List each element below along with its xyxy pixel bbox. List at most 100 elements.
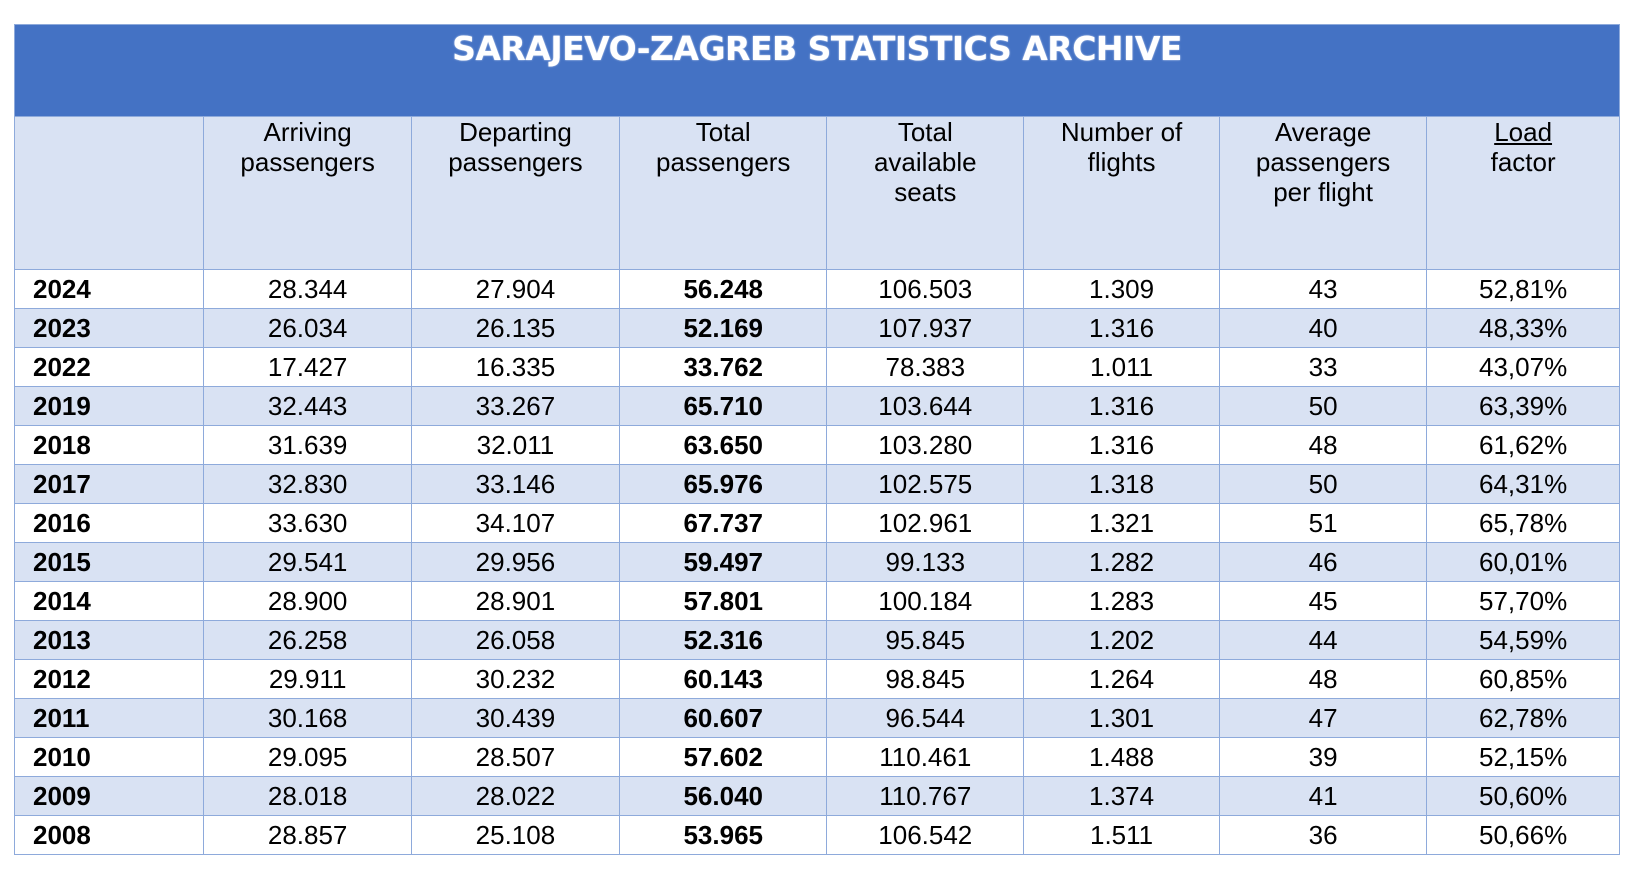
cell-load-factor: 64,31% <box>1426 464 1620 504</box>
cell-departing: 26.058 <box>410 620 621 660</box>
cell-total-passengers: 56.248 <box>619 269 828 309</box>
cell-avg-per-flight: 41 <box>1218 776 1428 816</box>
table-row: 2013 26.258 26.058 52.316 95.845 1.202 44 54,59… <box>13 620 1620 660</box>
cell-load-factor: 43,07% <box>1426 347 1620 387</box>
cell-departing: 33.146 <box>410 464 621 504</box>
table-row: 2017 32.830 33.146 65.976 102.575 1.318 50 64,3… <box>13 464 1620 504</box>
cell-arriving: 28.857 <box>203 815 412 855</box>
cell-departing: 16.335 <box>410 347 621 387</box>
header-year <box>13 116 205 270</box>
cell-avg-per-flight: 46 <box>1218 542 1428 582</box>
cell-avg-per-flight: 51 <box>1218 503 1428 543</box>
statistics-table: SARAJEVO-ZAGREB STATISTICS ARCHIVE Arriv… <box>13 24 1620 855</box>
table-row: 2023 26.034 26.135 52.169 107.937 1.316 40 48,3… <box>13 308 1620 348</box>
table-row: 2019 32.443 33.267 65.710 103.644 1.316 50 63,3… <box>13 386 1620 426</box>
cell-total-passengers: 65.976 <box>619 464 828 504</box>
cell-avg-per-flight: 33 <box>1218 347 1428 387</box>
cell-year: 2016 <box>13 503 205 543</box>
statistics-sheet: SARAJEVO-ZAGREB STATISTICS ARCHIVE Arriv… <box>13 24 1620 855</box>
cell-total-seats: 110.767 <box>826 776 1025 816</box>
cell-year: 2009 <box>13 776 205 816</box>
cell-flights: 1.316 <box>1023 308 1220 348</box>
cell-year: 2022 <box>13 347 205 387</box>
cell-arriving: 29.095 <box>203 737 412 777</box>
cell-load-factor: 50,60% <box>1426 776 1620 816</box>
cell-arriving: 28.018 <box>203 776 412 816</box>
cell-flights: 1.011 <box>1023 347 1220 387</box>
cell-total-seats: 98.845 <box>826 659 1025 699</box>
cell-arriving: 28.344 <box>203 269 412 309</box>
cell-avg-per-flight: 39 <box>1218 737 1428 777</box>
cell-total-passengers: 63.650 <box>619 425 828 465</box>
header-total-passengers: Total passengers <box>619 116 828 270</box>
cell-load-factor: 65,78% <box>1426 503 1620 543</box>
cell-arriving: 33.630 <box>203 503 412 543</box>
cell-load-factor: 48,33% <box>1426 308 1620 348</box>
cell-year: 2008 <box>13 815 205 855</box>
cell-flights: 1.264 <box>1023 659 1220 699</box>
title-cell: SARAJEVO-ZAGREB STATISTICS ARCHIVE <box>14 24 1620 117</box>
cell-departing: 25.108 <box>410 815 621 855</box>
header-departing: Departing passengers <box>410 116 621 270</box>
cell-avg-per-flight: 40 <box>1218 308 1428 348</box>
cell-load-factor: 54,59% <box>1426 620 1620 660</box>
cell-year: 2012 <box>13 659 205 699</box>
cell-year: 2017 <box>13 464 205 504</box>
cell-total-seats: 106.503 <box>826 269 1025 309</box>
header-total-seats: Total available seats <box>826 116 1025 270</box>
cell-flights: 1.374 <box>1023 776 1220 816</box>
table-row: 2012 29.911 30.232 60.143 98.845 1.264 48 60,85… <box>13 659 1620 699</box>
cell-year: 2010 <box>13 737 205 777</box>
header-number-of-flights: Number of flights <box>1023 116 1220 270</box>
cell-total-seats: 102.961 <box>826 503 1025 543</box>
cell-arriving: 32.443 <box>203 386 412 426</box>
header-number-of-flights-label: Number of flights <box>1060 117 1183 177</box>
header-departing-label: Departing passengers <box>448 117 583 177</box>
table-row: 2024 28.344 27.904 56.248 106.503 1.309 43 52,8… <box>13 269 1620 309</box>
cell-total-seats: 110.461 <box>826 737 1025 777</box>
cell-total-seats: 100.184 <box>826 581 1025 621</box>
cell-total-seats: 103.280 <box>826 425 1025 465</box>
cell-avg-per-flight: 45 <box>1218 581 1428 621</box>
cell-total-passengers: 52.316 <box>619 620 828 660</box>
cell-flights: 1.283 <box>1023 581 1220 621</box>
header-average-passengers-label: Average passengers per flight <box>1255 117 1391 207</box>
cell-departing: 26.135 <box>410 308 621 348</box>
table-title: SARAJEVO-ZAGREB STATISTICS ARCHIVE <box>452 29 1182 68</box>
cell-flights: 1.282 <box>1023 542 1220 582</box>
cell-total-passengers: 65.710 <box>619 386 828 426</box>
cell-avg-per-flight: 36 <box>1218 815 1428 855</box>
table-row: 2011 30.168 30.439 60.607 96.544 1.301 47 62,78… <box>13 698 1620 738</box>
table-row: 2014 28.900 28.901 57.801 100.184 1.283 45 57,7… <box>13 581 1620 621</box>
table-row: 2016 33.630 34.107 67.737 102.961 1.321 51 65,7… <box>13 503 1620 543</box>
table-row: 2015 29.541 29.956 59.497 99.133 1.282 46 60,01… <box>13 542 1620 582</box>
cell-departing: 33.267 <box>410 386 621 426</box>
cell-total-passengers: 57.801 <box>619 581 828 621</box>
cell-total-seats: 99.133 <box>826 542 1025 582</box>
cell-year: 2013 <box>13 620 205 660</box>
cell-total-passengers: 33.762 <box>619 347 828 387</box>
cell-arriving: 31.639 <box>203 425 412 465</box>
cell-flights: 1.316 <box>1023 425 1220 465</box>
cell-total-passengers: 60.607 <box>619 698 828 738</box>
cell-departing: 30.232 <box>410 659 621 699</box>
cell-year: 2011 <box>13 698 205 738</box>
header-load-factor: Load factor <box>1426 116 1620 270</box>
title-row: SARAJEVO-ZAGREB STATISTICS ARCHIVE <box>14 24 1620 117</box>
cell-flights: 1.318 <box>1023 464 1220 504</box>
cell-total-seats: 106.542 <box>826 815 1025 855</box>
cell-avg-per-flight: 50 <box>1218 464 1428 504</box>
cell-total-passengers: 56.040 <box>619 776 828 816</box>
cell-year: 2019 <box>13 386 205 426</box>
header-load-factor-label: Load factor <box>1490 117 1556 177</box>
header-average-passengers: Average passengers per flight <box>1218 116 1428 270</box>
header-total-passengers-label: Total passengers <box>656 117 791 177</box>
cell-year: 2023 <box>13 308 205 348</box>
cell-flights: 1.316 <box>1023 386 1220 426</box>
cell-departing: 28.022 <box>410 776 621 816</box>
cell-avg-per-flight: 48 <box>1218 425 1428 465</box>
cell-arriving: 30.168 <box>203 698 412 738</box>
cell-load-factor: 62,78% <box>1426 698 1620 738</box>
cell-total-seats: 78.383 <box>826 347 1025 387</box>
cell-departing: 28.507 <box>410 737 621 777</box>
